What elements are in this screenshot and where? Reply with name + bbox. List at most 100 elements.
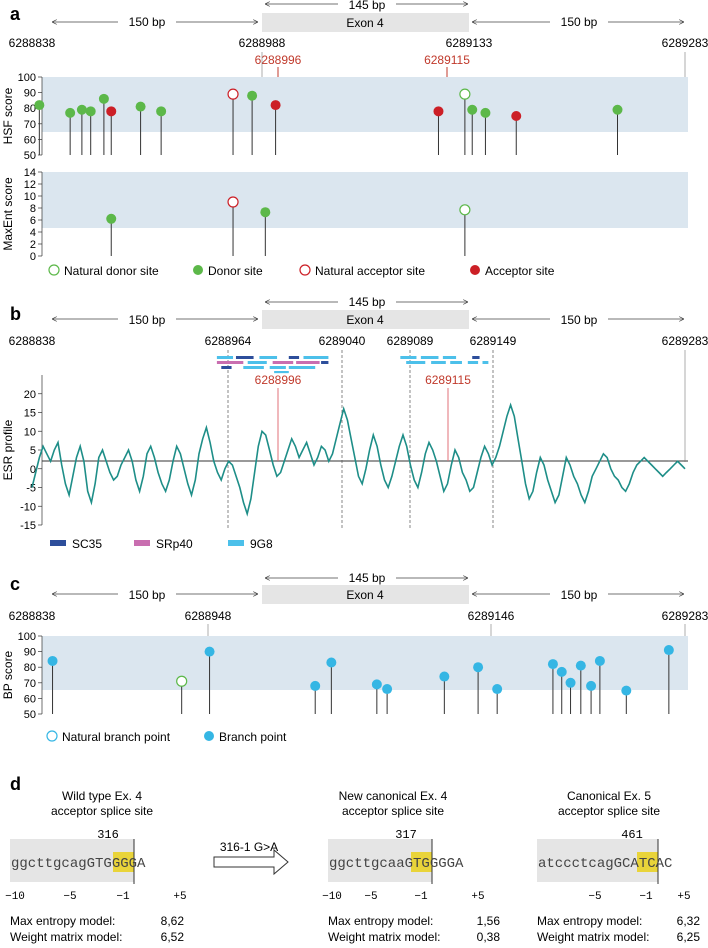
donor-point: [260, 207, 271, 218]
pos-label: 6289283: [662, 36, 708, 50]
branch-point: [439, 671, 450, 682]
donor-point: [98, 93, 109, 104]
seq-exon: GCATCAC: [614, 856, 673, 872]
mutation-label: 6289115: [425, 373, 471, 387]
panel-label-a: a: [10, 4, 21, 24]
panel-b-header: 145 bp 150 bp Exon 4 150 bp 6288838 6288…: [9, 295, 708, 348]
exon-length-label: 145 bp: [349, 571, 386, 585]
srp40-motif: [272, 361, 294, 364]
splice-site-canonical-ex5: Canonical Ex. 5 acceptor splice site 461…: [537, 789, 700, 944]
wm-value: 6,25: [677, 930, 701, 944]
site-title: Wild type Ex. 4: [62, 789, 142, 803]
donor-point: [85, 106, 96, 117]
legend-acceptor-marker: [470, 265, 480, 275]
branch-point: [473, 662, 484, 673]
branch-point: [663, 645, 674, 656]
tick-label: +5: [471, 891, 484, 903]
donor-point: [106, 213, 117, 224]
donor-point: [480, 107, 491, 118]
maxent-tick-label: 0: [30, 251, 36, 263]
flank-label-left: 150 bp: [129, 15, 166, 29]
hsf-tick-label: 70: [24, 119, 36, 131]
g9g8-motif: [259, 356, 278, 359]
hsf-tick-label: 100: [18, 72, 36, 84]
site-subtitle: acceptor splice site: [558, 804, 660, 818]
g9g8-motif: [288, 366, 316, 369]
branch-point: [492, 684, 503, 695]
panel-label-c: c: [10, 574, 20, 594]
site-position: 461: [621, 828, 643, 842]
me-value: 8,62: [161, 914, 185, 928]
srp40-motif: [216, 361, 244, 364]
legend-srp40-label: SRp40: [156, 537, 193, 551]
tick-label: −5: [63, 891, 76, 903]
maxent-tick-label: 4: [30, 227, 36, 239]
sc35-motif: [472, 356, 480, 359]
pos-label: 6289283: [662, 334, 708, 348]
maxent-tick-label: 8: [30, 203, 36, 215]
esr-tick-label: 15: [24, 408, 36, 420]
exon-box: [262, 585, 469, 604]
g9g8-motif: [400, 356, 417, 359]
branch-point: [547, 659, 558, 670]
tick-label: −10: [5, 891, 25, 903]
legend-branch-marker: [204, 731, 214, 741]
acceptor-point: [106, 106, 117, 117]
mutation-arrow-label: 316-1 G>A: [220, 840, 278, 854]
site-title: Canonical Ex. 5: [567, 789, 651, 803]
legend-sc35-swatch: [50, 540, 66, 546]
seq-ag: a: [396, 856, 404, 872]
maxent-tick-label: 12: [24, 179, 36, 191]
g9g8-motif: [406, 361, 426, 364]
svg-text:atccctcagGCATCAC: atccctcagGCATCAC: [538, 856, 672, 872]
exon-label: Exon 4: [346, 16, 384, 30]
branch-point: [204, 646, 215, 657]
splice-site-wild-type: Wild type Ex. 4 acceptor splice site 316…: [5, 789, 187, 944]
flank-label-left: 150 bp: [129, 588, 166, 602]
pos-label: 6288838: [9, 609, 56, 623]
g9g8-motif: [431, 361, 446, 364]
branch-point: [326, 657, 337, 668]
legend-natural-acceptor-marker: [299, 264, 311, 276]
esr-tick-label: 5: [30, 445, 36, 457]
seq-exon: GTGGGGA: [87, 856, 146, 872]
acceptor-point: [433, 106, 444, 117]
exon-box: [262, 310, 469, 329]
natural-acceptor-point: [227, 88, 239, 100]
donor-point: [156, 106, 167, 117]
me-value: 1,56: [477, 914, 501, 928]
g9g8-motif: [247, 361, 267, 364]
me-label: Max entropy model:: [10, 914, 115, 928]
maxent-tick-label: 2: [30, 239, 36, 251]
esr-chart: 20 15 10 5 0 -5 -10 -15 ESR profile 6288996 628…: [1, 350, 688, 532]
g9g8-motif: [450, 361, 462, 364]
tick-label: −5: [364, 891, 377, 903]
panel-b-legend: SC35 SRp40 9G8: [50, 537, 273, 551]
pos-label: 6289040: [319, 334, 366, 348]
acceptor-point: [511, 111, 522, 121]
exon-box: [262, 13, 469, 32]
natural-acceptor-point: [227, 196, 239, 208]
bp-tick-label: 80: [24, 662, 36, 674]
legend-natural-branch-label: Natural branch point: [62, 730, 171, 744]
me-label: Max entropy model:: [537, 914, 642, 928]
pos-label: 6288988: [239, 36, 286, 50]
hsf-tick-label: 80: [24, 103, 36, 115]
g9g8-motif: [243, 366, 264, 369]
branch-point: [310, 680, 321, 691]
hsf-band: [42, 77, 688, 132]
hsf-chart: 100 90 80 70 60 50 HSF score: [1, 72, 688, 162]
g9g8-motif: [482, 361, 489, 364]
me-value: 6,32: [677, 914, 701, 928]
tick-label: −5: [588, 891, 601, 903]
legend-donor-label: Donor site: [208, 264, 263, 278]
exon-label: Exon 4: [346, 313, 384, 327]
svg-text:ggcttgcaaGTGGGGA: ggcttgcaaGTGGGGA: [329, 856, 464, 872]
branch-point: [594, 655, 605, 666]
pos-label: 6288838: [9, 334, 56, 348]
exon-length-label: 145 bp: [349, 0, 386, 12]
maxent-tick-label: 6: [30, 215, 36, 227]
sc35-motif: [221, 366, 232, 369]
